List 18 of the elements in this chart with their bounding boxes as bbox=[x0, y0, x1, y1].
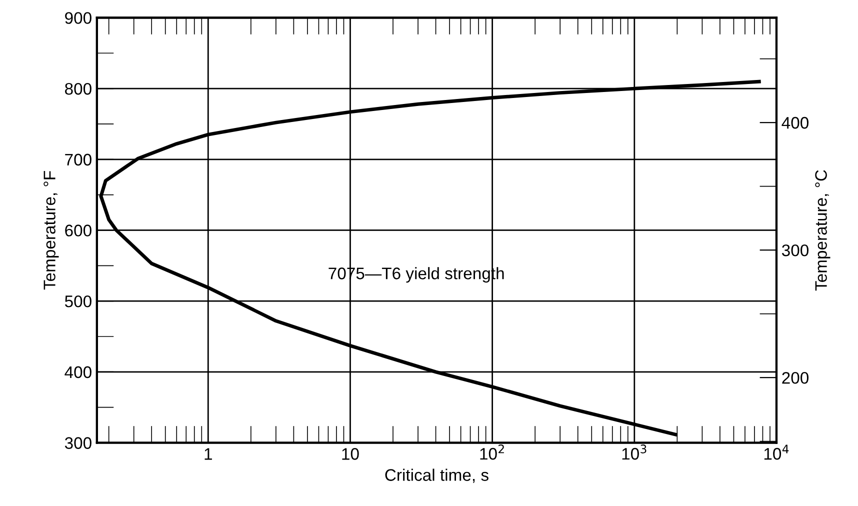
y-axis-title: Temperature, °F bbox=[44, 171, 59, 290]
x-tick-label: 10$^{4}$ bbox=[764, 444, 789, 460]
x-tick-label: 10 bbox=[342, 448, 359, 460]
y-tick-label: 600 bbox=[65, 224, 92, 236]
y2-axis-title: Temperature, °C bbox=[815, 170, 830, 291]
y-tick-label: 700 bbox=[65, 154, 92, 166]
y2-tick-label: 400 bbox=[782, 116, 809, 129]
x-tick-label: 10$^{3}$ bbox=[622, 444, 646, 460]
x-tick-label: 1 bbox=[204, 448, 212, 460]
x-axis-title: Critical time, s bbox=[385, 468, 488, 483]
x-tick-label: 10$^{2}$ bbox=[480, 444, 504, 460]
y-tick-label: 300 bbox=[64, 437, 92, 449]
y-tick-label: 400 bbox=[64, 366, 92, 378]
y-tick-label: 800 bbox=[65, 82, 92, 95]
y-tick-label: 500 bbox=[64, 295, 92, 308]
y-tick-label: 900 bbox=[65, 12, 92, 24]
y2-tick-label: 200 bbox=[782, 372, 809, 384]
y2-tick-label: 300 bbox=[782, 244, 809, 256]
